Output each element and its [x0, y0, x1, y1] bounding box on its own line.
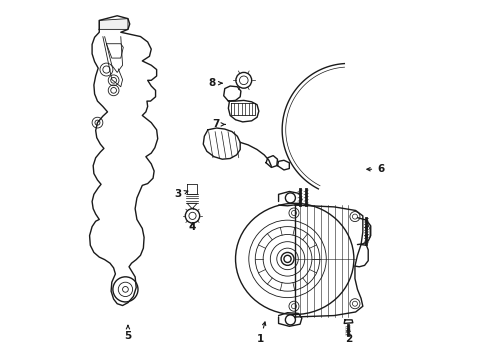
Text: 3: 3	[174, 189, 187, 199]
Text: 1: 1	[257, 322, 265, 343]
Text: 7: 7	[212, 120, 224, 129]
Text: 4: 4	[188, 222, 196, 231]
Text: 5: 5	[124, 325, 131, 341]
Circle shape	[284, 255, 290, 262]
Text: 8: 8	[208, 78, 222, 88]
Polygon shape	[99, 19, 128, 30]
Text: 6: 6	[366, 164, 384, 174]
Text: 2: 2	[344, 328, 351, 343]
